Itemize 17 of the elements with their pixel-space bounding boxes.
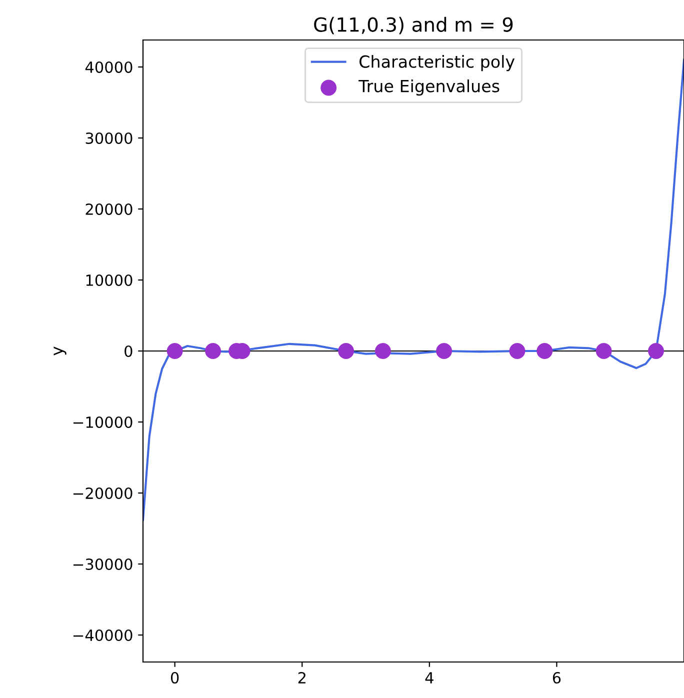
y-tick-label: −20000: [73, 487, 132, 500]
y-tick-label: 10000: [86, 274, 132, 286]
legend-label: True Eigenvalues: [358, 79, 500, 96]
x-tick-label: 0: [170, 672, 179, 684]
y-tick-label: −40000: [73, 629, 132, 642]
x-tick-label: 6: [552, 672, 561, 684]
y-axis-title: y: [54, 346, 66, 356]
x-tick-label: 4: [425, 672, 434, 684]
y-tick-label: 20000: [86, 203, 132, 216]
chart-title: G(11,0.3) and m = 9: [314, 16, 513, 34]
y-tick-label: −10000: [73, 416, 132, 428]
y-tick-label: 30000: [86, 132, 132, 144]
y-tick-label: −30000: [73, 558, 132, 570]
x-tick-label: 2: [298, 672, 306, 684]
y-tick-label: 0: [124, 345, 132, 358]
y-tick-label: 40000: [85, 61, 132, 74]
legend-label: Characteristic poly: [360, 55, 515, 72]
